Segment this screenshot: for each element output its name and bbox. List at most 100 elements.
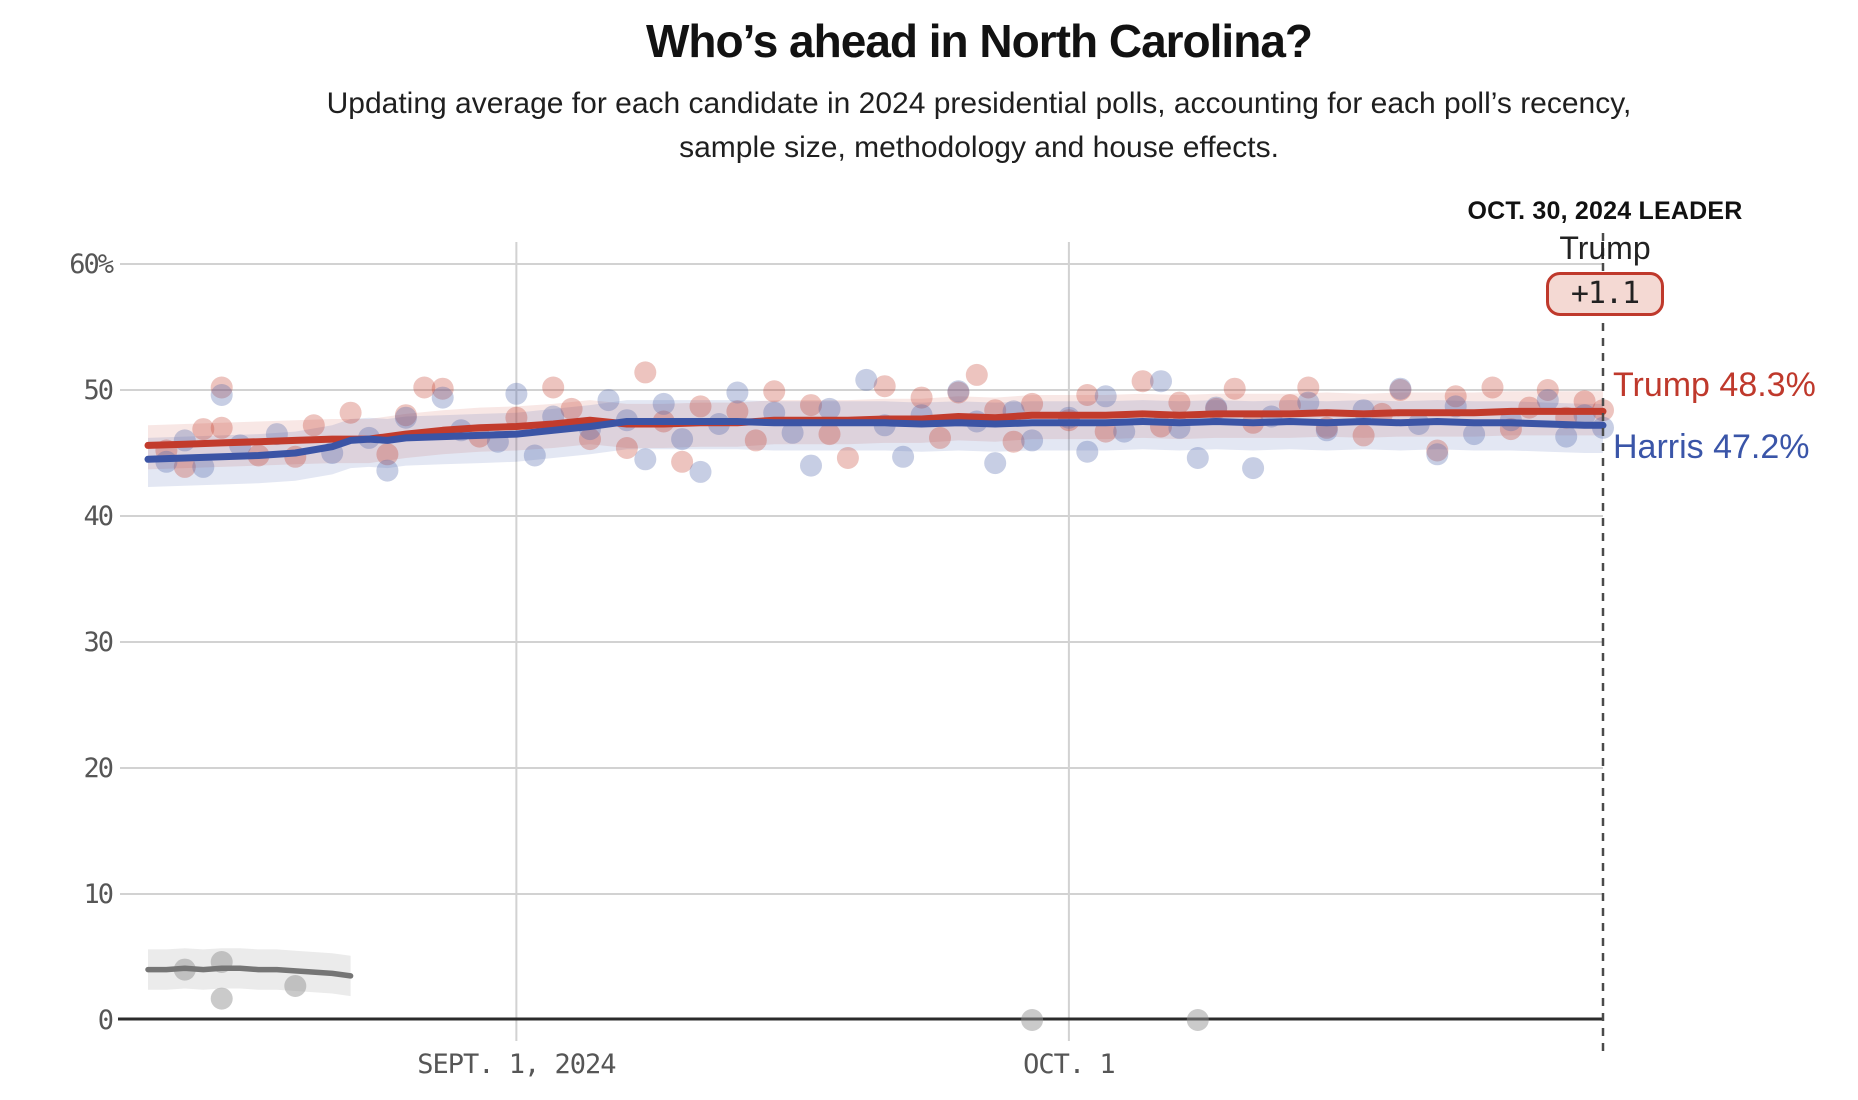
y-tick-label: 50: [83, 375, 112, 406]
page-title: Who’s ahead in North Carolina?: [646, 15, 1313, 67]
harris-poll-dot: [394, 406, 417, 429]
other-poll-dot: [210, 987, 233, 1010]
trump-poll-dot: [1168, 391, 1191, 414]
trump-poll-dot: [947, 381, 970, 404]
harris-poll-dot: [1021, 429, 1044, 452]
trump-poll-dot: [560, 397, 583, 420]
trump-poll-dot: [1444, 385, 1467, 408]
chart-header: Who’s ahead in North Carolina? Updating …: [100, 14, 1858, 170]
y-tick-label: 30: [83, 627, 112, 658]
trump-poll-dot: [210, 416, 233, 439]
trump-poll-dot: [671, 450, 694, 473]
chart-subtitle: Updating average for each candidate in 2…: [100, 82, 1858, 170]
harris-poll-dot: [431, 386, 454, 409]
trump-poll-dot: [726, 400, 749, 423]
trump-end-label: Trump 48.3%: [1613, 366, 1816, 404]
y-tick-label: 0: [98, 1005, 113, 1036]
harris-poll-dot: [634, 448, 657, 471]
trump-poll-dot: [634, 361, 657, 384]
y-tick-label: 40: [83, 501, 112, 532]
harris-poll-dot: [505, 382, 528, 405]
leader-margin-badge: +1.1: [1545, 272, 1665, 316]
trump-poll-dot: [965, 363, 988, 386]
trump-poll-dot: [579, 428, 601, 451]
trump-poll-dot: [192, 418, 215, 441]
trump-poll-dot: [210, 376, 233, 399]
harris-trend-line: [144, 418, 1607, 463]
y-tick-label: 20: [83, 753, 112, 784]
other-poll-dot: [1186, 1009, 1209, 1031]
trump-poll-dot: [910, 386, 933, 409]
harris-poll-dot: [1242, 457, 1265, 480]
harris-poll-dot: [984, 452, 1007, 475]
trump-poll-dot: [1389, 379, 1412, 401]
harris-poll-dot: [597, 389, 620, 412]
harris-poll-dot: [671, 428, 694, 451]
trump-poll-dot: [302, 414, 325, 437]
subtitle-line-1: Updating average for each candidate in 2…: [326, 87, 1632, 120]
harris-poll-dot: [523, 444, 546, 467]
other-trend-line: [145, 965, 354, 979]
trump-poll-dot: [1481, 376, 1504, 399]
leader-margin-value: +1.1: [1570, 276, 1640, 311]
trump-poll-dot: [1573, 390, 1596, 413]
trump-poll-dot: [1002, 430, 1025, 453]
trump-poll-dot: [413, 376, 436, 399]
trump-poll-dot: [800, 394, 822, 417]
harris-poll-dot: [1389, 377, 1412, 400]
x-tick-label: SEPT. 1, 2024: [417, 1049, 615, 1080]
trump-poll-dot: [1297, 376, 1320, 399]
trump-poll-dot: [1021, 392, 1044, 415]
trump-trend-line: [144, 407, 1607, 449]
harris-poll-dot: [855, 368, 878, 391]
x-tick-label: OCT. 1: [1023, 1049, 1115, 1080]
trump-poll-dot: [836, 447, 859, 469]
other-poll-dot: [284, 975, 307, 997]
trump-poll-dot: [1131, 370, 1154, 393]
trump-poll-dot: [431, 377, 454, 400]
subtitle-line-2: sample size, methodology and house effec…: [679, 131, 1279, 164]
trump-poll-dot: [615, 437, 638, 459]
trump-poll-dot: [873, 375, 896, 398]
trump-poll-dot: [1076, 384, 1099, 406]
harris-poll-dot: [210, 384, 233, 406]
trump-poll-dot: [394, 404, 417, 427]
harris-poll-dot: [818, 397, 841, 420]
trump-poll-dot: [689, 395, 712, 418]
harris-poll-dot: [1113, 420, 1136, 443]
harris-poll-dot: [800, 454, 822, 477]
trump-poll-dot: [763, 380, 786, 403]
trump-poll-dot: [929, 426, 951, 449]
harris-poll-dot: [376, 459, 399, 482]
trump-poll-dot: [542, 376, 565, 399]
harris-poll-dot: [947, 380, 970, 403]
harris-poll-dot: [726, 381, 749, 404]
harris-poll-dot: [1186, 447, 1209, 469]
harris-end-label: Harris 47.2%: [1613, 428, 1810, 466]
harris-poll-dot: [1297, 391, 1320, 414]
harris-poll-dot: [1150, 370, 1172, 393]
harris-poll-dot: [1463, 423, 1486, 446]
trump-poll-dot: [1536, 379, 1559, 401]
y-tick-label: 60%: [69, 249, 114, 280]
trump-poll-dot: [376, 443, 399, 466]
harris-poll-dot: [689, 460, 712, 483]
trump-poll-dot: [818, 423, 841, 446]
harris-poll-dot: [1094, 385, 1117, 408]
y-tick-label: 10: [83, 879, 112, 910]
harris-poll-dot: [1536, 389, 1559, 412]
harris-poll-dot: [652, 392, 675, 415]
trump-poll-dot: [1426, 439, 1449, 462]
harris-poll-dot: [1426, 443, 1449, 466]
harris-poll-dot: [892, 445, 915, 468]
trump-poll-dot: [1352, 424, 1375, 447]
harris-poll-dot: [1076, 440, 1099, 463]
other-poll-dot: [1021, 1009, 1044, 1031]
harris-poll-dot: [192, 455, 215, 478]
leader-name: Trump: [1559, 230, 1651, 266]
harris-poll-dot: [173, 429, 196, 452]
harris-poll-dot: [781, 421, 804, 444]
leader-date-heading: OCT. 30, 2024 LEADER: [1467, 197, 1743, 225]
harris-poll-dot: [1555, 425, 1578, 448]
